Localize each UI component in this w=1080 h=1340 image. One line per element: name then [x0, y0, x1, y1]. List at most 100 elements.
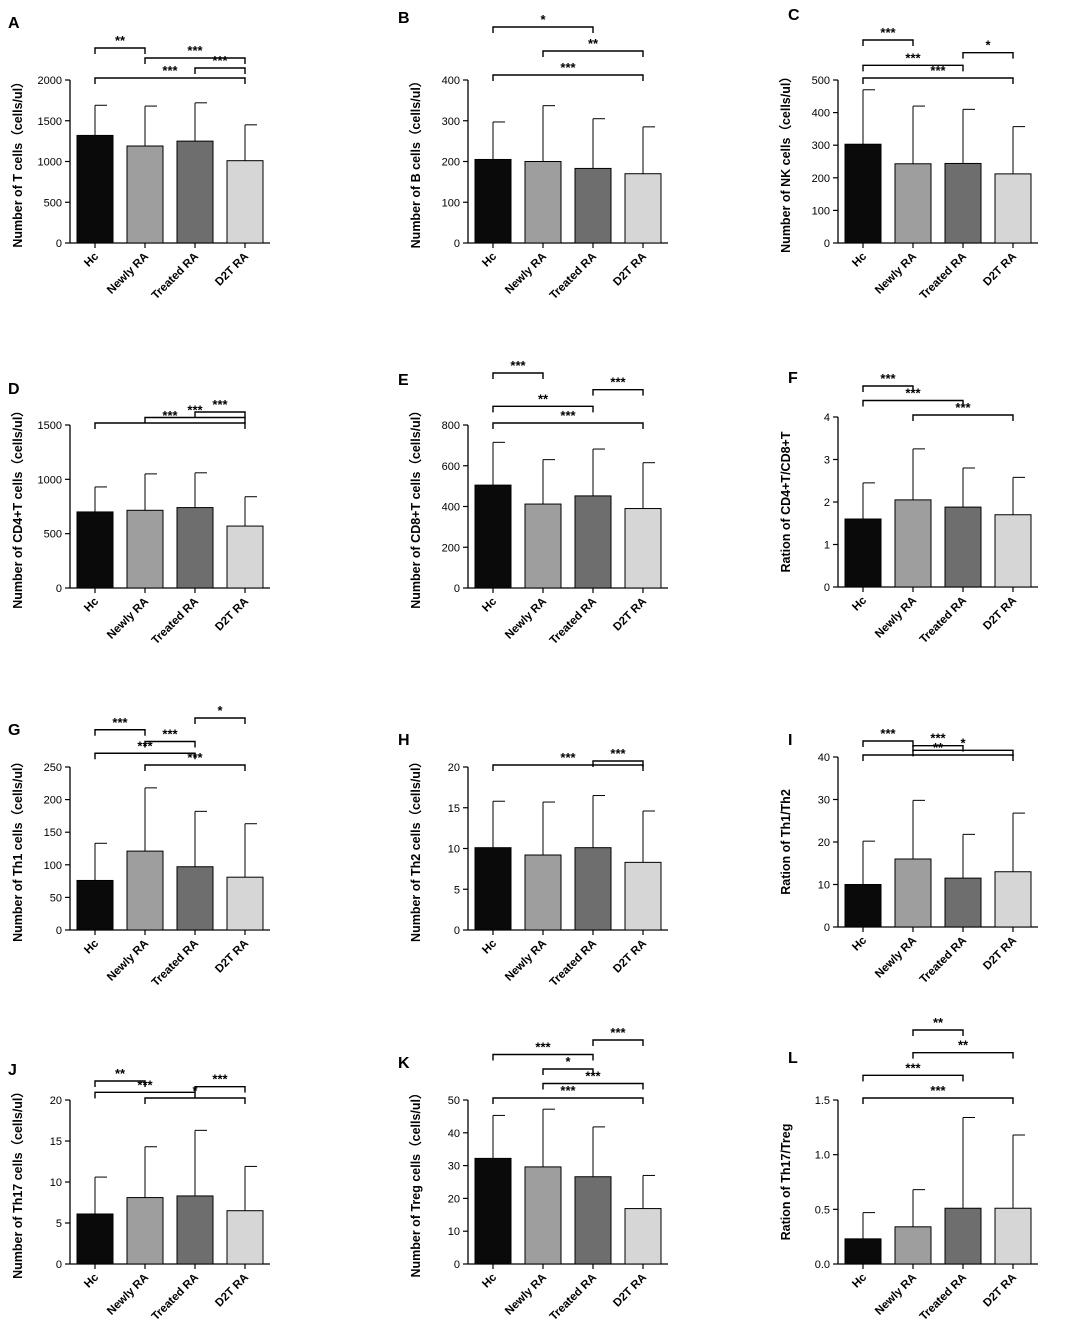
bar-newly-ra: [524, 161, 562, 244]
y-tick-label: 0: [824, 238, 830, 250]
significance-bracket: [862, 1097, 1014, 1104]
y-tick-label: 50: [448, 1095, 460, 1107]
significance-label: ***: [187, 750, 203, 765]
y-tick-label: 0.5: [815, 1204, 830, 1216]
significance-label: *: [960, 735, 966, 750]
y-tick-label: 200: [442, 542, 460, 554]
chart-panel-e: E 0 200 400 600 800 Number of CD8+T cells（cell…: [398, 358, 668, 647]
x-tick-label: Treated RA: [548, 938, 599, 989]
significance-bracket: [912, 749, 1014, 757]
y-tick-label: 500: [812, 75, 830, 87]
chart-panel-i: I 0 10 20 30 40 Ration of Th1/Th2 Hc Newly RATre…: [779, 726, 1038, 986]
significance-bracket: [862, 1074, 964, 1082]
x-tick-label: Hc: [82, 937, 101, 956]
x-tick-label: Treated RA: [548, 596, 599, 647]
bar-hc: [844, 1238, 882, 1265]
significance-bracket: [194, 67, 246, 74]
bar-treated-ra: [176, 1195, 214, 1265]
significance-bracket: [862, 64, 964, 72]
y-axis-label: Number of B cells（cells/ul）: [408, 75, 423, 249]
panel-label: E: [398, 372, 409, 389]
significance-label: ***: [162, 408, 178, 423]
bar-hc: [76, 879, 114, 931]
significance-bracket: [492, 422, 644, 429]
y-axis-label: Number of T cells（cells/ul）: [10, 75, 25, 247]
significance-label: ***: [880, 726, 896, 741]
significance-bracket: [542, 50, 644, 57]
y-tick-label: 10: [448, 1226, 460, 1238]
y-tick-label: 800: [442, 420, 460, 432]
significance-label: ***: [212, 1072, 228, 1087]
x-tick-label: Hc: [480, 250, 499, 269]
y-tick-label: 400: [812, 108, 830, 120]
y-tick-label: 30: [448, 1161, 460, 1173]
significance-bracket: [94, 47, 146, 54]
y-tick-label: 0: [824, 582, 830, 594]
y-tick-label: 15: [50, 1136, 62, 1148]
significance-bracket: [492, 764, 644, 771]
chart-panel-g: G 0 50 100 150 200 250 Number of Th1 cells（cell…: [8, 703, 270, 989]
significance-bracket: [144, 1097, 246, 1104]
significance-bracket: [492, 74, 644, 81]
y-tick-label: 20: [818, 837, 830, 849]
y-tick-label: 400: [442, 75, 460, 87]
bar-newly-ra: [524, 1166, 562, 1265]
y-tick-label: 0.0: [815, 1259, 830, 1271]
significance-label: *: [217, 703, 223, 718]
y-tick-label: 150: [44, 827, 62, 839]
significance-label: ***: [212, 397, 228, 412]
x-tick-label: D2T RA: [981, 935, 1019, 973]
panel-label: G: [8, 722, 20, 739]
x-tick-label: Hc: [480, 1271, 499, 1290]
x-tick-label: Treated RA: [548, 1272, 599, 1323]
x-tick-label: D2T RA: [213, 251, 251, 289]
bar-newly-ra: [126, 1197, 164, 1265]
panel-label: D: [8, 381, 20, 398]
bar-newly-ra: [894, 858, 932, 928]
x-tick-label: D2T RA: [611, 938, 649, 976]
x-tick-label: Newly RA: [873, 935, 919, 981]
y-tick-label: 20: [448, 762, 460, 774]
y-axis-label: Ration of Th1/Th2: [779, 789, 793, 895]
x-tick-label: Hc: [850, 594, 869, 613]
y-tick-label: 40: [448, 1128, 460, 1140]
y-axis-label: Ration of CD4+T/CD8+T: [779, 431, 793, 572]
y-tick-label: 40: [818, 752, 830, 764]
y-tick-label: 0: [56, 238, 62, 250]
chart-panel-a: A 0 500 1000 1500 2000 Number of T cells（cells…: [8, 15, 270, 302]
significance-bracket: [194, 411, 246, 418]
significance-label: ***: [610, 375, 626, 390]
bar-d2t-ra: [226, 160, 264, 244]
x-tick-label: D2T RA: [213, 938, 251, 976]
significance-bracket: [194, 1085, 246, 1093]
y-axis-label: Ration of Th17/Treg: [779, 1124, 793, 1241]
significance-bracket: [542, 1068, 594, 1075]
x-tick-label: Hc: [82, 1271, 101, 1290]
significance-bracket: [862, 754, 1014, 761]
significance-label: *: [192, 1083, 198, 1098]
y-tick-label: 1000: [38, 474, 62, 486]
y-tick-label: 1500: [38, 420, 62, 432]
x-tick-label: Hc: [480, 595, 499, 614]
y-tick-label: 1.0: [815, 1150, 830, 1162]
bar-treated-ra: [944, 162, 982, 244]
panel-label: B: [398, 10, 410, 27]
bar-d2t-ra: [226, 525, 264, 589]
y-tick-label: 600: [442, 461, 460, 473]
significance-label: *: [540, 12, 546, 27]
chart-panel-b: B 0 100 200 300 400 Number of B cells（cells/ul…: [398, 10, 668, 302]
significance-bracket: [144, 416, 246, 424]
significance-label: ***: [510, 358, 526, 373]
x-tick-label: Treated RA: [918, 595, 969, 646]
x-tick-label: Newly RA: [503, 251, 549, 297]
bar-hc: [474, 158, 512, 244]
bar-treated-ra: [574, 847, 612, 931]
y-axis-label: Number of Th2 cells（cells/ul）: [408, 755, 423, 942]
chart-panel-j: J 0 5 10 15 20 Number of Th17 cells（cells/ul） H…: [8, 1062, 270, 1323]
x-tick-label: Newly RA: [105, 596, 151, 642]
bar-treated-ra: [944, 506, 982, 588]
significance-label: ***: [905, 1060, 921, 1075]
x-tick-label: Treated RA: [150, 1272, 201, 1323]
y-tick-label: 0: [56, 925, 62, 937]
